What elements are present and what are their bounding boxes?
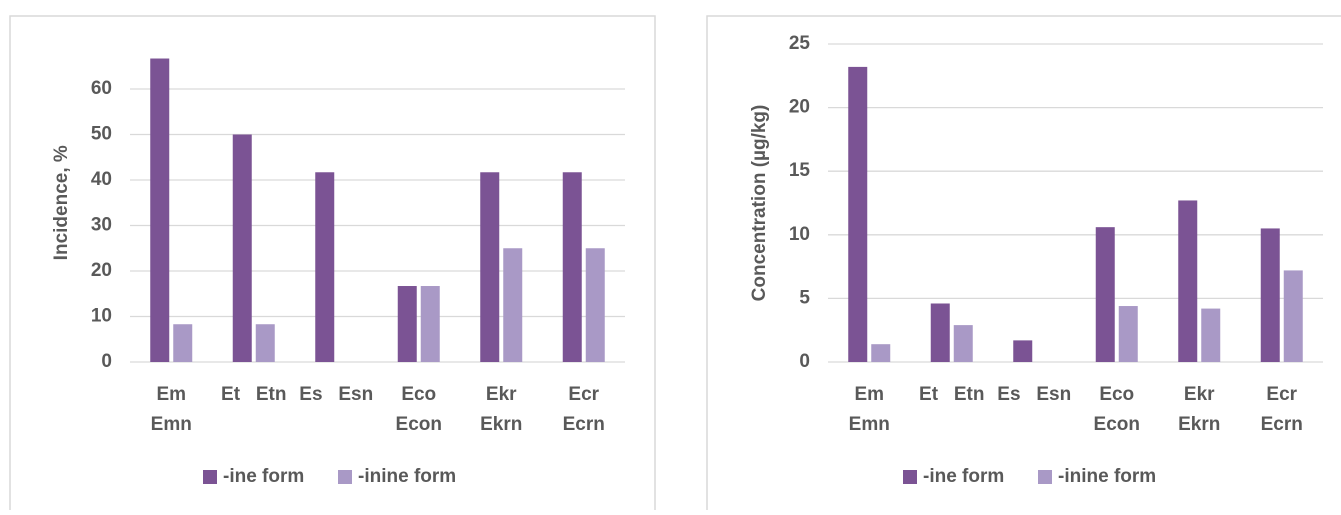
bar [315, 172, 335, 362]
y-tick-label: 10 [789, 224, 810, 245]
y-tick-label: 20 [789, 97, 810, 118]
x-tick-label: Ekr [1184, 384, 1215, 405]
bar [255, 324, 275, 362]
bar [1201, 308, 1221, 362]
y-tick-label: 25 [789, 33, 811, 54]
x-tick-label: Es Esn [299, 384, 373, 405]
bar [1283, 270, 1303, 362]
y-axis-label: Incidence, % [51, 145, 72, 260]
y-axis-label: Concentration (µg/kg) [749, 105, 770, 302]
bar [397, 286, 417, 362]
x-tick-label: Eco [401, 384, 436, 405]
bar [953, 325, 973, 362]
bar [480, 172, 500, 362]
x-tick-label: Ecrn [1261, 414, 1303, 435]
legend-swatch [903, 470, 917, 484]
bar [503, 248, 523, 362]
x-tick-label: Emn [151, 414, 192, 435]
x-tick-label: Et Etn [919, 384, 984, 405]
legend-label: -ine form [223, 466, 304, 487]
x-tick-label: Et Etn [221, 384, 286, 405]
bar [1260, 228, 1280, 362]
legend-swatch [338, 470, 352, 484]
x-tick-label: Es Esn [997, 384, 1071, 405]
y-tick-label: 50 [91, 124, 112, 145]
y-tick-label: 20 [91, 260, 112, 281]
x-tick-label: Ekr [486, 384, 517, 405]
legend-label: -ine form [923, 466, 1004, 487]
bar [1118, 306, 1138, 362]
x-tick-label: Econ [1094, 414, 1140, 435]
bar [585, 248, 605, 362]
x-tick-label: Em [156, 384, 186, 405]
x-tick-label: Ecr [568, 384, 599, 405]
bar [420, 286, 440, 362]
x-tick-label: Ecrn [563, 414, 605, 435]
bar [562, 172, 582, 362]
bar [1178, 200, 1198, 362]
x-tick-label: Econ [396, 414, 442, 435]
legend-label: -inine form [1058, 466, 1156, 487]
y-tick-label: 15 [789, 160, 811, 181]
bar [173, 324, 193, 362]
bar [1013, 340, 1033, 362]
x-tick-label: Em [854, 384, 884, 405]
x-tick-label: Ekrn [480, 414, 522, 435]
panel [706, 15, 1341, 515]
y-tick-label: 40 [91, 169, 112, 190]
y-tick-label: 10 [91, 306, 112, 327]
y-tick-label: 30 [91, 215, 112, 236]
legend-swatch [1038, 470, 1052, 484]
x-tick-label: Ekrn [1178, 414, 1220, 435]
bar [1095, 227, 1115, 362]
y-tick-label: 0 [799, 351, 810, 372]
y-tick-label: 5 [799, 287, 810, 308]
bar [232, 134, 252, 362]
x-tick-label: Emn [849, 414, 890, 435]
y-tick-label: 60 [91, 78, 112, 99]
y-tick-label: 0 [101, 351, 112, 372]
bar [930, 303, 950, 362]
x-tick-label: Ecr [1266, 384, 1297, 405]
legend-label: -inine form [358, 466, 456, 487]
bar [848, 66, 868, 363]
bar [871, 344, 891, 362]
bar [150, 58, 170, 362]
legend-swatch [203, 470, 217, 484]
x-tick-label: Eco [1099, 384, 1134, 405]
